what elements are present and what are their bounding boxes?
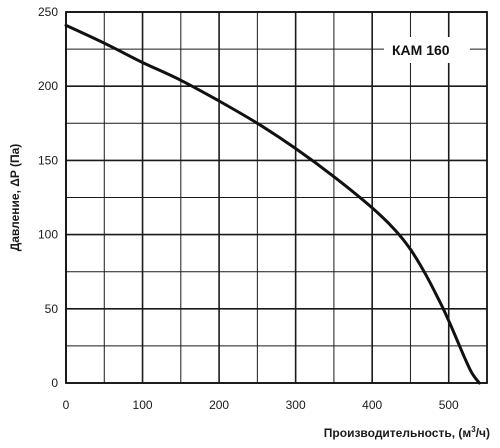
x-tick-label: 400 xyxy=(362,398,382,412)
y-tick-label: 250 xyxy=(38,5,58,19)
x-axis-title-superscript: 3 xyxy=(471,425,476,434)
x-tick-label: 300 xyxy=(286,398,306,412)
legend-box xyxy=(384,37,470,63)
x-tick-label: 500 xyxy=(439,398,459,412)
plot-frame xyxy=(65,11,488,384)
x-axis-title: Производительность, (м3/ч) xyxy=(324,425,490,440)
y-axis-title: Давление, ΔP (Па) xyxy=(8,144,22,252)
y-tick-label: 200 xyxy=(38,79,58,93)
grid xyxy=(65,11,488,384)
x-tick-label: 100 xyxy=(133,398,153,412)
x-axis-title-main: Производительность, (м xyxy=(324,426,472,440)
y-axis-ticks: 0 50 100 150 200 250 xyxy=(38,5,58,390)
x-tick-label: 0 xyxy=(63,398,70,412)
y-tick-label: 50 xyxy=(45,302,59,316)
y-tick-label: 150 xyxy=(38,153,58,167)
x-axis-title-end: /ч) xyxy=(476,426,490,440)
y-tick-label: 100 xyxy=(38,228,58,242)
x-axis-ticks: 0 100 200 300 400 500 xyxy=(63,398,459,412)
legend-entry-kam-160: КАМ 160 xyxy=(392,42,450,58)
series-line-kam-160 xyxy=(64,23,481,385)
x-tick-label: 200 xyxy=(209,398,229,412)
y-tick-label: 0 xyxy=(51,376,58,390)
